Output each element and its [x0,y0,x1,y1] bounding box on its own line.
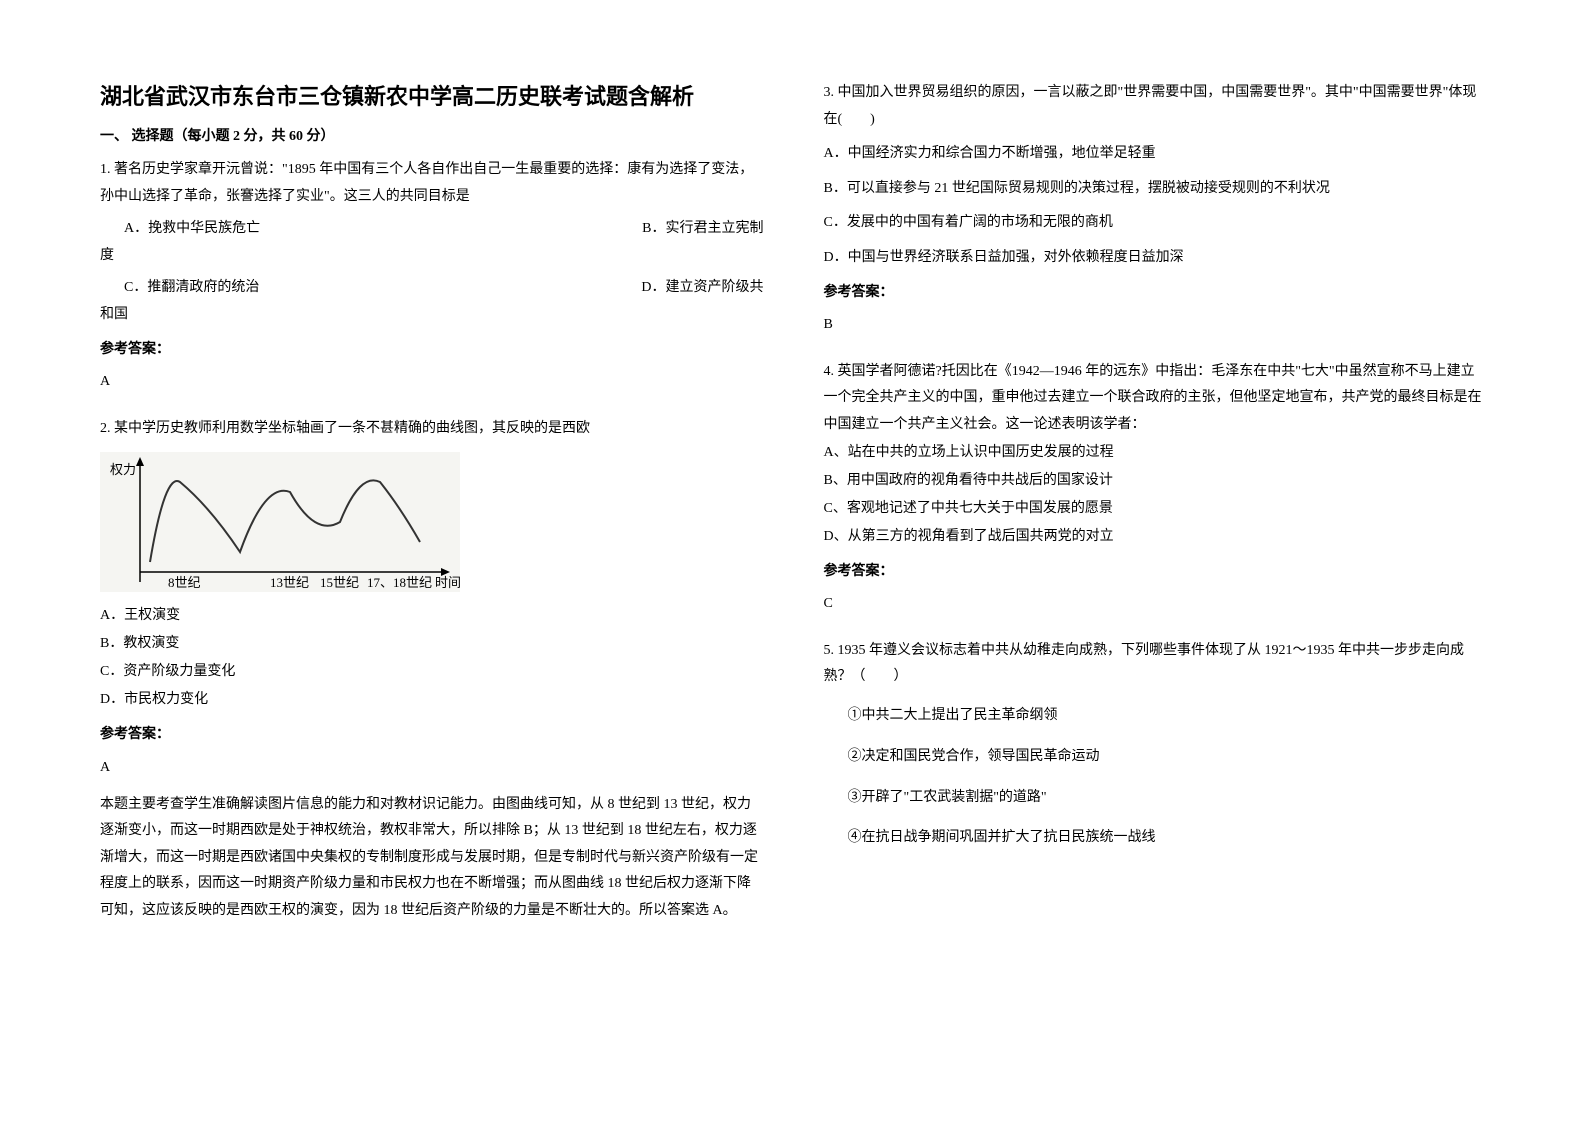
x-tick-1: 13世纪 [270,575,309,590]
question-1: 1. 著名历史学家章开沅曾说："1895 年中国有三个人各自作出自己一生最重要的… [100,157,764,406]
q3-option-d: D．中国与世界经济联系日益加强，对外依赖程度日益加深 [824,245,1488,272]
question-3: 3. 中国加入世界贸易组织的原因，一言以蔽之即"世界需要中国，中国需要世界"。其… [824,80,1488,349]
q2-chart-svg: 权力 时间 8世纪 13世纪 15世纪 17、18世纪 [100,452,460,592]
q3-answer-label: 参考答案： [824,280,1488,307]
q4-option-c: C、客观地记述了中共七大关于中国发展的愿景 [824,495,1488,523]
q5-option-1: ①中共二大上提出了民主革命纲领 [848,701,1488,732]
q3-option-a: A．中国经济实力和综合国力不断增强，地位举足轻重 [824,141,1488,168]
q5-text: 5. 1935 年遵义会议标志着中共从幼稚走向成熟，下列哪些事件体现了从 192… [824,638,1488,691]
q1-option-d-cont: 和国 [100,302,764,329]
x-tick-3: 17、18世纪 [367,575,432,590]
q3-text: 3. 中国加入世界贸易组织的原因，一言以蔽之即"世界需要中国，中国需要世界"。其… [824,80,1488,133]
q4-text: 4. 英国学者阿德诺?托因比在《1942—1946 年的远东》中指出：毛泽东在中… [824,359,1488,439]
q1-option-c: C．推翻清政府的统治 [124,275,259,302]
q5-option-2: ②决定和国民党合作，领导国民革命运动 [848,742,1488,773]
q1-answer: A [100,369,764,396]
q2-option-c: C．资产阶级力量变化 [100,658,764,686]
left-column: 湖北省武汉市东台市三仓镇新农中学高二历史联考试题含解析 一、 选择题（每小题 2… [100,80,764,1062]
q2-answer-label: 参考答案： [100,722,764,749]
q4-option-b: B、用中国政府的视角看待中共战后的国家设计 [824,467,1488,495]
q3-option-c: C．发展中的中国有着广阔的市场和无限的商机 [824,210,1488,237]
question-5: 5. 1935 年遵义会议标志着中共从幼稚走向成熟，下列哪些事件体现了从 192… [824,638,1488,864]
right-column: 3. 中国加入世界贸易组织的原因，一言以蔽之即"世界需要中国，中国需要世界"。其… [824,80,1488,1062]
q2-options: A．王权演变 B．教权演变 C．资产阶级力量变化 D．市民权力变化 [100,602,764,714]
chart-bg [100,452,460,592]
q1-answer-label: 参考答案： [100,337,764,364]
q4-options: A、站在中共的立场上认识中国历史发展的过程 B、用中国政府的视角看待中共战后的国… [824,439,1488,551]
q4-answer: C [824,591,1488,618]
q4-answer-label: 参考答案： [824,559,1488,586]
y-label: 权力 [110,462,136,477]
question-4: 4. 英国学者阿德诺?托因比在《1942—1946 年的远东》中指出：毛泽东在中… [824,359,1488,628]
q1-options-row1: A．挽救中华民族危亡 B．实行君主立宪制 [100,216,764,243]
document-title: 湖北省武汉市东台市三仓镇新农中学高二历史联考试题含解析 [100,80,764,113]
q3-answer: B [824,312,1488,339]
x-label: 时间 [435,575,460,590]
q3-option-b: B．可以直接参与 21 世纪国际贸易规则的决策过程，摆脱被动接受规则的不利状况 [824,176,1488,203]
x-tick-2: 15世纪 [320,575,359,590]
q4-option-d: D、从第三方的视角看到了战后国共两党的对立 [824,523,1488,551]
question-2: 2. 某中学历史教师利用数学坐标轴画了一条不甚精确的曲线图，其反映的是西欧 权力… [100,416,764,937]
q5-option-3: ③开辟了"工农武装割据"的道路" [848,783,1488,814]
q4-option-a: A、站在中共的立场上认识中国历史发展的过程 [824,439,1488,467]
q2-chart: 权力 时间 8世纪 13世纪 15世纪 17、18世纪 [100,452,460,592]
section-header: 一、 选择题（每小题 2 分，共 60 分） [100,125,764,145]
q5-option-4: ④在抗日战争期间巩固并扩大了抗日民族统一战线 [848,823,1488,854]
q1-option-d: D．建立资产阶级共 [641,275,763,302]
q2-answer: A [100,755,764,782]
q1-option-a: A．挽救中华民族危亡 [124,216,260,243]
q2-text: 2. 某中学历史教师利用数学坐标轴画了一条不甚精确的曲线图，其反映的是西欧 [100,416,764,443]
q2-explanation: 本题主要考查学生准确解读图片信息的能力和对教材识记能力。由图曲线可知，从 8 世… [100,792,764,925]
q1-options-row2: C．推翻清政府的统治 D．建立资产阶级共 [100,275,764,302]
q2-option-b: B．教权演变 [100,630,764,658]
q2-option-d: D．市民权力变化 [100,686,764,714]
q2-option-a: A．王权演变 [100,602,764,630]
q1-option-b-cont: 度 [100,243,764,270]
q1-text: 1. 著名历史学家章开沅曾说："1895 年中国有三个人各自作出自己一生最重要的… [100,157,764,210]
q1-option-b: B．实行君主立宪制 [642,216,763,243]
x-tick-0: 8世纪 [168,575,201,590]
